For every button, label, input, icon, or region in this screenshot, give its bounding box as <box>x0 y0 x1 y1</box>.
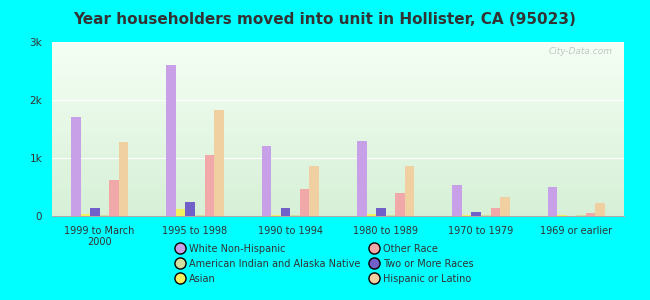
Bar <box>214 110 224 216</box>
Bar <box>109 180 119 216</box>
Bar <box>395 194 405 216</box>
Text: Year householders moved into unit in Hollister, CA (95023): Year householders moved into unit in Hol… <box>73 12 577 27</box>
Bar <box>166 65 176 216</box>
Bar <box>195 215 205 216</box>
Text: City-Data.com: City-Data.com <box>549 47 612 56</box>
Bar <box>367 214 376 216</box>
Bar <box>291 215 300 216</box>
Bar <box>81 214 90 216</box>
Bar <box>176 209 185 216</box>
Bar <box>300 189 309 216</box>
Bar <box>557 215 567 216</box>
Bar <box>357 141 367 216</box>
Bar <box>548 187 557 216</box>
Bar <box>185 202 195 216</box>
Bar <box>491 208 500 216</box>
Bar <box>262 146 271 216</box>
Bar <box>500 197 510 216</box>
Bar <box>462 215 471 216</box>
Bar <box>577 215 586 216</box>
Bar <box>595 203 605 216</box>
Bar <box>205 155 214 216</box>
Bar <box>71 117 81 216</box>
Bar <box>90 208 99 216</box>
Bar <box>481 215 491 216</box>
Bar <box>385 215 395 216</box>
Bar <box>99 215 109 216</box>
Bar <box>119 142 128 216</box>
Legend: White Non-Hispanic, American Indian and Alaska Native, Asian, Other Race, Two or: White Non-Hispanic, American Indian and … <box>173 240 477 288</box>
Bar <box>376 208 385 216</box>
Bar <box>405 166 414 216</box>
Bar <box>586 212 595 216</box>
Bar <box>452 185 462 216</box>
Bar <box>471 212 481 216</box>
Bar <box>281 208 291 216</box>
Bar <box>271 215 281 216</box>
Bar <box>309 166 319 216</box>
